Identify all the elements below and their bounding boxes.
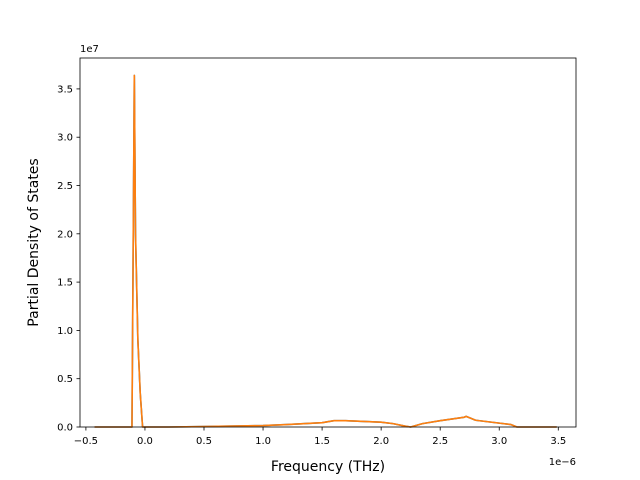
x-tick-label: 3.5 xyxy=(550,436,566,447)
y-tick-label: 1.5 xyxy=(57,278,73,289)
y-tick-label: 2.0 xyxy=(57,229,73,240)
plot-frame xyxy=(79,57,577,428)
x-axis-offset-label: 1e−6 xyxy=(549,457,576,468)
x-tick-label: 1.0 xyxy=(255,436,271,447)
x-tick-label: −0.5 xyxy=(74,436,98,447)
x-tick-label: 0.5 xyxy=(196,436,212,447)
x-axis-title: Frequency (THz) xyxy=(271,459,385,475)
y-axis-offset-label: 1e7 xyxy=(80,44,99,55)
x-tick-label: 2.0 xyxy=(373,436,389,447)
y-tick-label: 1.0 xyxy=(57,326,73,337)
y-tick-label: 0.5 xyxy=(57,374,73,385)
x-axis-ticks: −0.5 0.0 0.5 1.0 1.5 2.0 2.5 3.0 3.5 xyxy=(74,427,566,447)
series-layer xyxy=(94,74,557,428)
x-tick-label: 0.0 xyxy=(137,436,153,447)
series-line-2 xyxy=(94,74,557,428)
y-axis-ticks: 0.0 0.5 1.0 1.5 2.0 2.5 3.0 3.5 xyxy=(57,84,80,434)
y-tick-label: 3.5 xyxy=(57,84,73,95)
x-tick-label: 1.5 xyxy=(314,436,330,447)
y-axis-title: Partial Density of States xyxy=(26,158,42,326)
x-tick-label: 3.0 xyxy=(491,436,507,447)
y-tick-label: 0.0 xyxy=(57,423,73,434)
y-tick-label: 2.5 xyxy=(57,181,73,192)
y-tick-label: 3.0 xyxy=(57,133,73,144)
x-tick-label: 2.5 xyxy=(432,436,448,447)
